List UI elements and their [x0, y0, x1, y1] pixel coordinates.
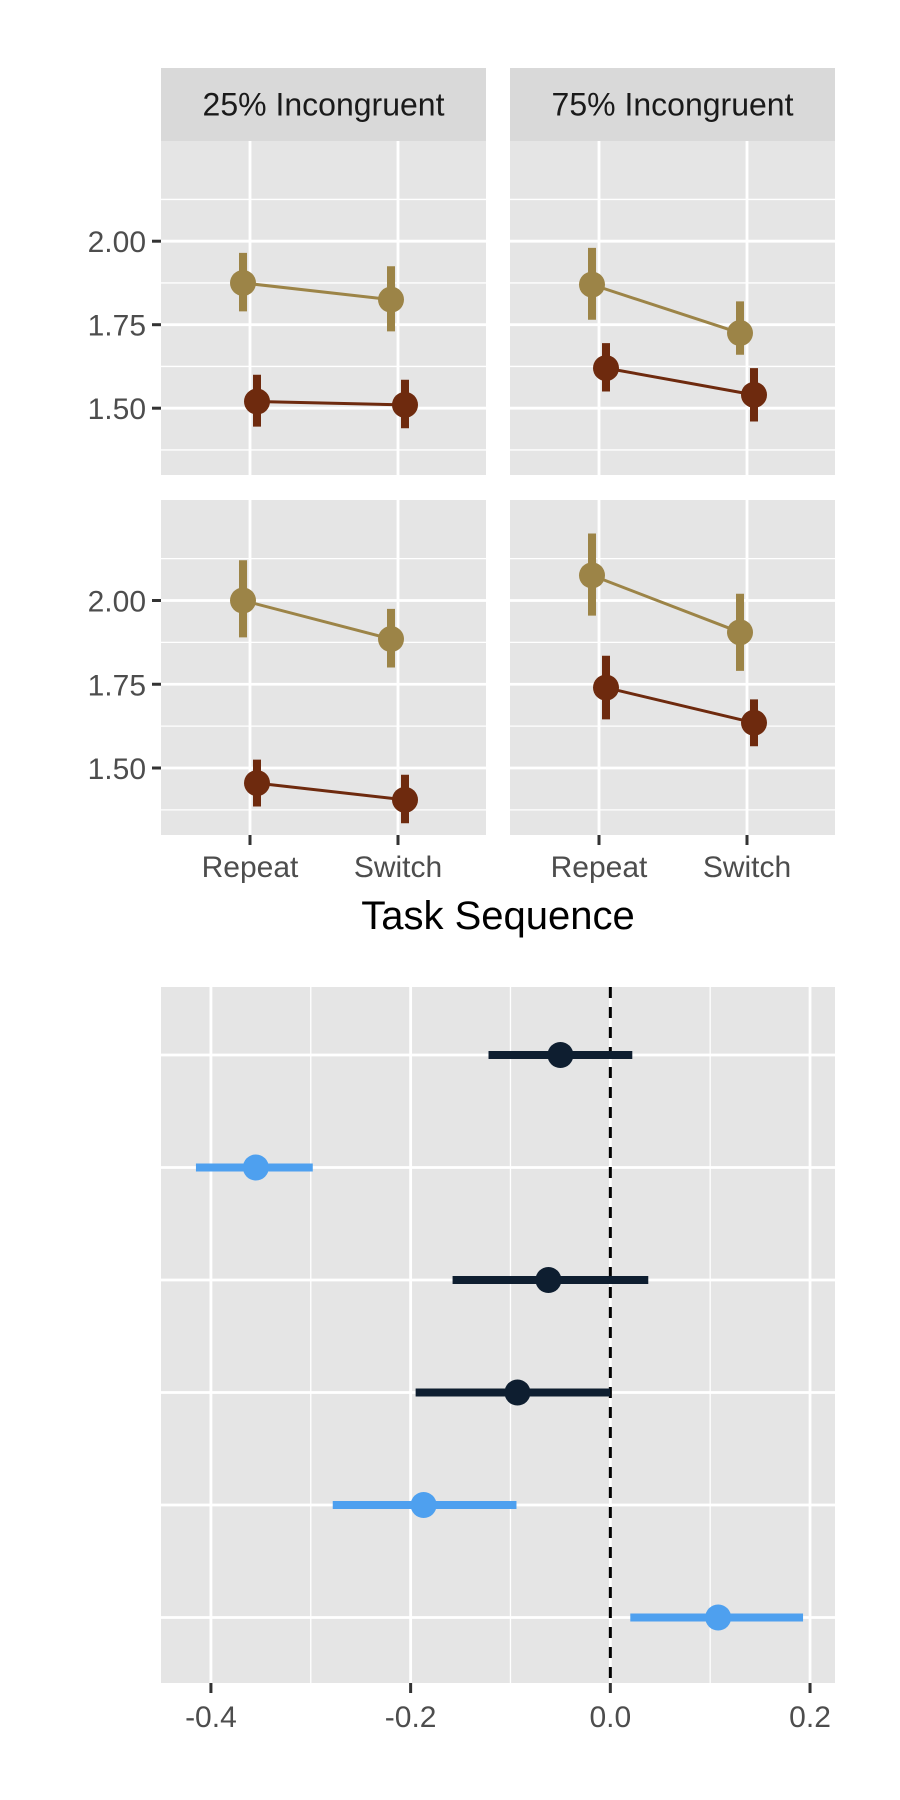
- data-point: [230, 269, 256, 296]
- x-tick-label: Switch: [703, 851, 791, 884]
- coefficient-point: [242, 1154, 269, 1181]
- series-line: [591, 573, 741, 634]
- facet-strip: [510, 68, 835, 141]
- data-point: [378, 626, 404, 653]
- y-tick-label: 1.50: [88, 393, 146, 426]
- x-tick-label: Repeat: [551, 851, 648, 884]
- data-point: [741, 381, 767, 408]
- y-tick-label: 2.00: [88, 226, 146, 259]
- facet-label: 75% Incongruent: [552, 87, 794, 123]
- x-tick-label: 0.0: [589, 1701, 631, 1734]
- data-point: [244, 388, 270, 415]
- x-tick-label: Switch: [354, 851, 442, 884]
- data-point: [244, 770, 270, 797]
- series-line: [605, 366, 755, 397]
- panel-background: [510, 141, 835, 475]
- data-point: [741, 709, 767, 736]
- facet-strip: [161, 68, 486, 141]
- facet-label: 25% Incongruent: [203, 87, 445, 123]
- y-tick-label: 1.75: [88, 669, 146, 702]
- coefficient-point: [535, 1267, 562, 1293]
- coefficient-point: [547, 1042, 574, 1068]
- x-axis-title: Task Sequence: [361, 894, 635, 938]
- panel-background: [161, 500, 486, 835]
- y-tick-label: 1.50: [88, 753, 146, 786]
- series-line: [256, 781, 406, 802]
- x-tick-label: Repeat: [202, 851, 299, 884]
- data-point: [593, 674, 619, 701]
- coefficient-point: [705, 1604, 732, 1631]
- series-line: [591, 283, 741, 335]
- x-tick-label: -0.4: [185, 1701, 237, 1734]
- coefficient-point: [410, 1492, 437, 1518]
- data-point: [579, 562, 605, 589]
- panel-background: [161, 141, 486, 475]
- data-point: [579, 271, 605, 298]
- panel-background: [161, 987, 835, 1683]
- x-tick-label: -0.2: [385, 1701, 437, 1734]
- data-point: [378, 286, 404, 313]
- coefficient-point: [504, 1379, 531, 1406]
- y-tick-label: 1.75: [88, 310, 146, 343]
- data-point: [727, 619, 753, 646]
- series-line: [242, 599, 392, 641]
- data-point: [392, 391, 418, 418]
- coefficient-chart: -0.4 -0.2 0.0 0.2: [161, 987, 835, 1734]
- series-line: [256, 400, 406, 407]
- series-line: [605, 686, 755, 725]
- y-tick-label: 2.00: [88, 586, 146, 619]
- data-point: [727, 320, 753, 347]
- data-point: [593, 355, 619, 382]
- facet-line-chart: 25% Incongruent 75% Incongruent 1.50 1.75 2.…: [88, 68, 835, 938]
- data-point: [230, 587, 256, 614]
- data-point: [392, 786, 418, 813]
- panel-background: [510, 500, 835, 835]
- series-line: [242, 281, 392, 302]
- x-tick-label: 0.2: [789, 1701, 831, 1734]
